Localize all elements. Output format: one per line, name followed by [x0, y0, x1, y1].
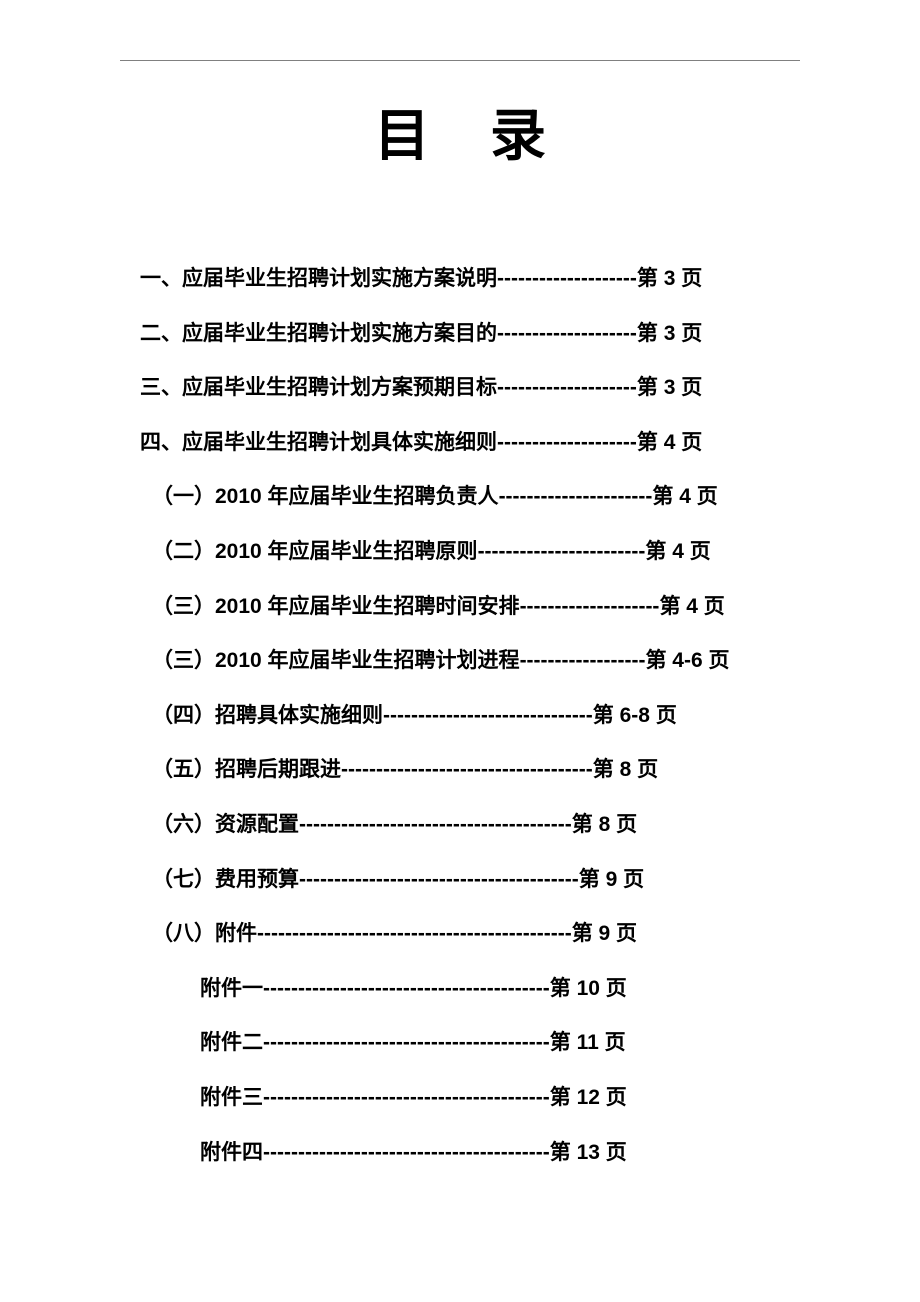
toc-entry: 一、应届毕业生招聘计划实施方案说明--------------------第 3… — [140, 252, 820, 307]
toc-entry-leader: -------------------- — [497, 322, 637, 345]
toc-entry-page: 第 8 页 — [572, 813, 637, 836]
toc-entry: （二）2010 年应届毕业生招聘原则----------------------… — [152, 525, 820, 580]
toc-entry-label: 附件一 — [200, 977, 263, 1000]
toc-entry: 四、应届毕业生招聘计划具体实施细则--------------------第 4… — [140, 416, 820, 471]
toc-entry-label: （四）招聘具体实施细则 — [152, 704, 383, 727]
toc-entry: 三、应届毕业生招聘计划方案预期目标--------------------第 3… — [140, 361, 820, 416]
toc-entry: （七）费用预算---------------------------------… — [152, 853, 820, 908]
toc-entry-leader: ----------------------------------------… — [263, 1141, 550, 1164]
toc-entry: 附件四-------------------------------------… — [200, 1126, 820, 1181]
toc-entry: （四）招聘具体实施细则-----------------------------… — [152, 689, 820, 744]
toc-entry-leader: ----------------------------------------… — [263, 977, 550, 1000]
toc-entry-page: 第 9 页 — [579, 868, 644, 891]
toc-entry-label: 附件四 — [200, 1141, 263, 1164]
toc-entry-leader: ---------------------------------------- — [299, 868, 579, 891]
toc-entry-label: 附件二 — [200, 1031, 263, 1054]
horizontal-rule — [120, 60, 800, 61]
toc-entry-label: 三、应届毕业生招聘计划方案预期目标 — [140, 376, 497, 399]
toc-entry-leader: --------------------------------------- — [299, 813, 572, 836]
toc-entry-page: 第 12 页 — [550, 1086, 627, 1109]
toc-entry-page: 第 4 页 — [652, 485, 717, 508]
toc-entry: （一）2010 年应届毕业生招聘负责人---------------------… — [152, 470, 820, 525]
toc-entry-leader: -------------------- — [497, 431, 637, 454]
toc-entry-page: 第 4 页 — [637, 431, 702, 454]
toc-entry: （六）资源配置---------------------------------… — [152, 798, 820, 853]
toc-entry-leader: ------------------ — [520, 649, 646, 672]
toc-entry-page: 第 8 页 — [593, 758, 658, 781]
toc-entry-label: （八）附件 — [152, 922, 257, 945]
toc-entry-leader: -------------------- — [497, 267, 637, 290]
toc-entry-label: （七）费用预算 — [152, 868, 299, 891]
toc-entry-label: 四、应届毕业生招聘计划具体实施细则 — [140, 431, 497, 454]
toc-entry: 二、应届毕业生招聘计划实施方案目的--------------------第 3… — [140, 307, 820, 362]
toc-entry-page: 第 3 页 — [637, 376, 702, 399]
toc-entry: 附件一-------------------------------------… — [200, 962, 820, 1017]
toc-entry-leader: ----------------------------------------… — [263, 1086, 550, 1109]
toc-entry-leader: -------------------- — [497, 376, 637, 399]
toc-entry: （八）附件-----------------------------------… — [152, 907, 820, 962]
toc-entry-label: （六）资源配置 — [152, 813, 299, 836]
toc-entry-page: 第 3 页 — [637, 267, 702, 290]
toc-entry-leader: -------------------- — [520, 595, 660, 618]
toc-entry-page: 第 11 页 — [550, 1031, 626, 1054]
toc-entry: 附件二-------------------------------------… — [200, 1016, 820, 1071]
toc-entry-label: 二、应届毕业生招聘计划实施方案目的 — [140, 322, 497, 345]
toc-entry: （五）招聘后期跟进-------------------------------… — [152, 743, 820, 798]
toc-entry-label: （三）2010 年应届毕业生招聘计划进程 — [152, 649, 520, 672]
toc-entry-leader: ------------------------------ — [383, 704, 593, 727]
table-of-contents: 一、应届毕业生招聘计划实施方案说明--------------------第 3… — [140, 252, 820, 1180]
toc-entry-leader: ------------------------------------ — [341, 758, 593, 781]
toc-entry: 附件三-------------------------------------… — [200, 1071, 820, 1126]
toc-entry-page: 第 9 页 — [572, 922, 637, 945]
toc-entry: （三）2010 年应届毕业生招聘时间安排--------------------… — [152, 580, 820, 635]
toc-entry-label: （二）2010 年应届毕业生招聘原则 — [152, 540, 478, 563]
page-title: 目录 — [100, 91, 820, 172]
toc-entry-label: 一、应届毕业生招聘计划实施方案说明 — [140, 267, 497, 290]
toc-entry-page: 第 13 页 — [550, 1141, 627, 1164]
toc-entry-leader: ----------------------------------------… — [257, 922, 572, 945]
toc-entry-leader: ---------------------- — [499, 485, 653, 508]
toc-entry-label: 附件三 — [200, 1086, 263, 1109]
toc-entry-leader: ------------------------ — [478, 540, 646, 563]
toc-entry-leader: ----------------------------------------… — [263, 1031, 550, 1054]
toc-entry-page: 第 4-6 页 — [645, 649, 729, 672]
toc-entry-label: （五）招聘后期跟进 — [152, 758, 341, 781]
toc-entry-page: 第 4 页 — [645, 540, 710, 563]
toc-entry-label: （一）2010 年应届毕业生招聘负责人 — [152, 485, 499, 508]
toc-entry-page: 第 4 页 — [659, 595, 724, 618]
toc-entry-page: 第 6-8 页 — [593, 704, 677, 727]
toc-entry-page: 第 3 页 — [637, 322, 702, 345]
toc-entry-label: （三）2010 年应届毕业生招聘时间安排 — [152, 595, 520, 618]
toc-entry: （三）2010 年应届毕业生招聘计划进程------------------第 … — [152, 634, 820, 689]
toc-entry-page: 第 10 页 — [550, 977, 627, 1000]
